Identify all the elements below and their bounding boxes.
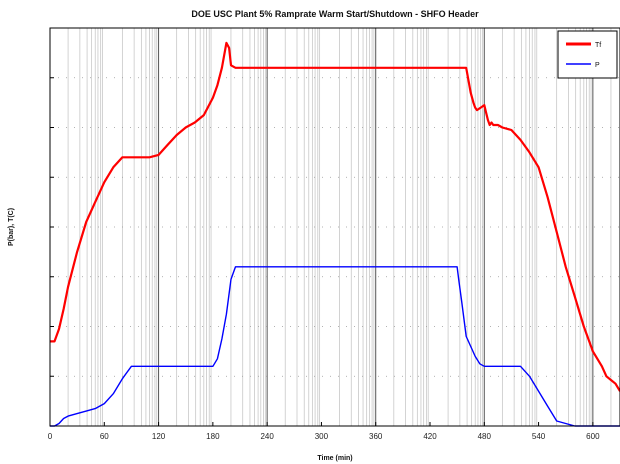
x-tick-label: 480 <box>478 432 492 441</box>
y-axis-label: P(bar), T(C) <box>8 208 15 246</box>
x-tick-label: 360 <box>369 432 383 441</box>
legend-label-tf: Tf <box>595 42 601 49</box>
x-tick-label: 420 <box>423 432 437 441</box>
x-tick-label: 0 <box>48 432 53 441</box>
x-tick-label: 120 <box>152 432 166 441</box>
legend: Tf P <box>557 30 618 79</box>
x-axis-label: Time (min) <box>317 455 352 462</box>
x-ticks-layer: 0 60 120 180 240 300 360 420 480 540 600 <box>48 422 600 441</box>
x-tick-label: 540 <box>532 432 546 441</box>
series-layer <box>50 41 620 427</box>
grid-layer <box>50 28 620 426</box>
x-tick-label: 180 <box>206 432 220 441</box>
chart-title: DOE USC Plant 5% Ramprate Warm Start/Shu… <box>191 9 479 19</box>
x-tick-label: 240 <box>260 432 274 441</box>
legend-label-p: P <box>595 62 600 69</box>
series-line-tf <box>50 41 620 392</box>
x-tick-label: 60 <box>100 432 109 441</box>
x-tick-label: 300 <box>315 432 329 441</box>
plot-frame <box>49 27 620 427</box>
legend-box <box>557 30 618 79</box>
x-tick-label: 600 <box>586 432 600 441</box>
series-line-p <box>50 266 620 427</box>
